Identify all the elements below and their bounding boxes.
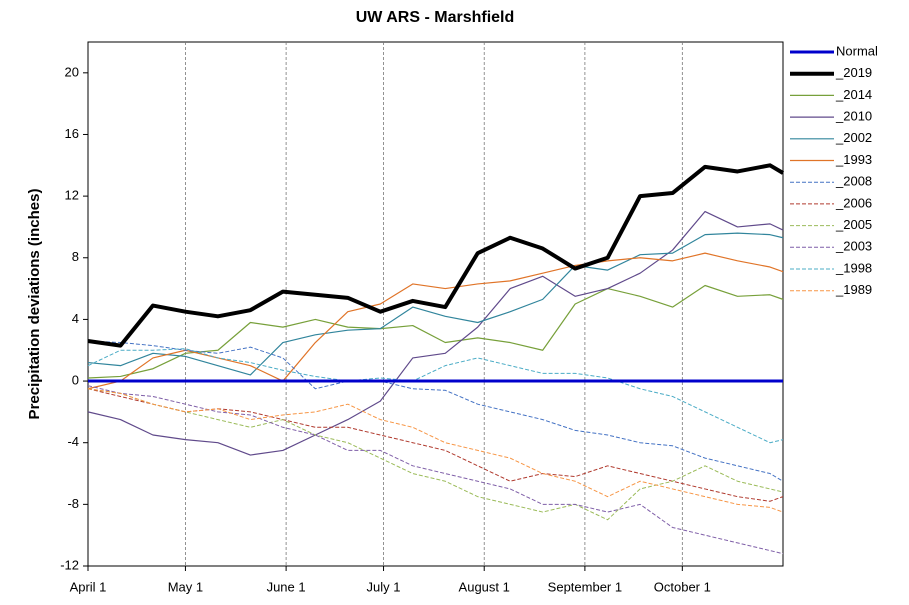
legend-label: _2010 [835,109,872,124]
plot-area [87,41,784,567]
series-line [87,340,784,482]
legend-label: _2006 [835,195,872,210]
x-tick-label: September 1 [548,579,622,594]
x-tick-label: June 1 [267,579,306,594]
legend-label: _2014 [835,87,872,102]
series-line [87,163,785,348]
legend-label: _2002 [835,130,872,145]
series-line [87,388,784,502]
chart-title: UW ARS - Marshfield [356,9,515,26]
legend-label: _2005 [835,217,872,232]
x-tick-label: April 1 [70,579,107,594]
y-tick-label: 16 [65,126,79,141]
y-tick-label: 4 [72,311,79,326]
legend-label: _1998 [835,260,872,275]
series-line [87,388,784,521]
x-tick-label: July 1 [367,579,401,594]
x-tick-label: August 1 [459,579,510,594]
legend-label: _1993 [835,152,872,167]
y-tick-label: 12 [65,188,79,203]
legend-label: _1989 [835,282,872,297]
series-line [87,348,784,444]
series-line [87,385,784,555]
y-tick-label: -4 [67,434,79,449]
series-line [87,388,784,513]
legend-label: _2019 [835,65,872,80]
legend-label: Normal [836,43,878,58]
x-tick-label: October 1 [654,579,711,594]
y-axis-label: Precipitation deviations (inches) [26,189,43,420]
series-line [87,252,784,390]
y-tick-label: 0 [72,372,79,387]
series-line [87,284,784,379]
y-tick-label: -8 [67,496,79,511]
y-tick-label: 8 [72,249,79,264]
series-line [87,232,784,376]
legend-label: _2008 [835,174,872,189]
y-tick-label: 20 [65,64,79,79]
legend-label: _2003 [835,239,872,254]
series-line [87,210,784,456]
y-tick-label: -12 [60,557,79,572]
x-tick-label: May 1 [168,579,203,594]
